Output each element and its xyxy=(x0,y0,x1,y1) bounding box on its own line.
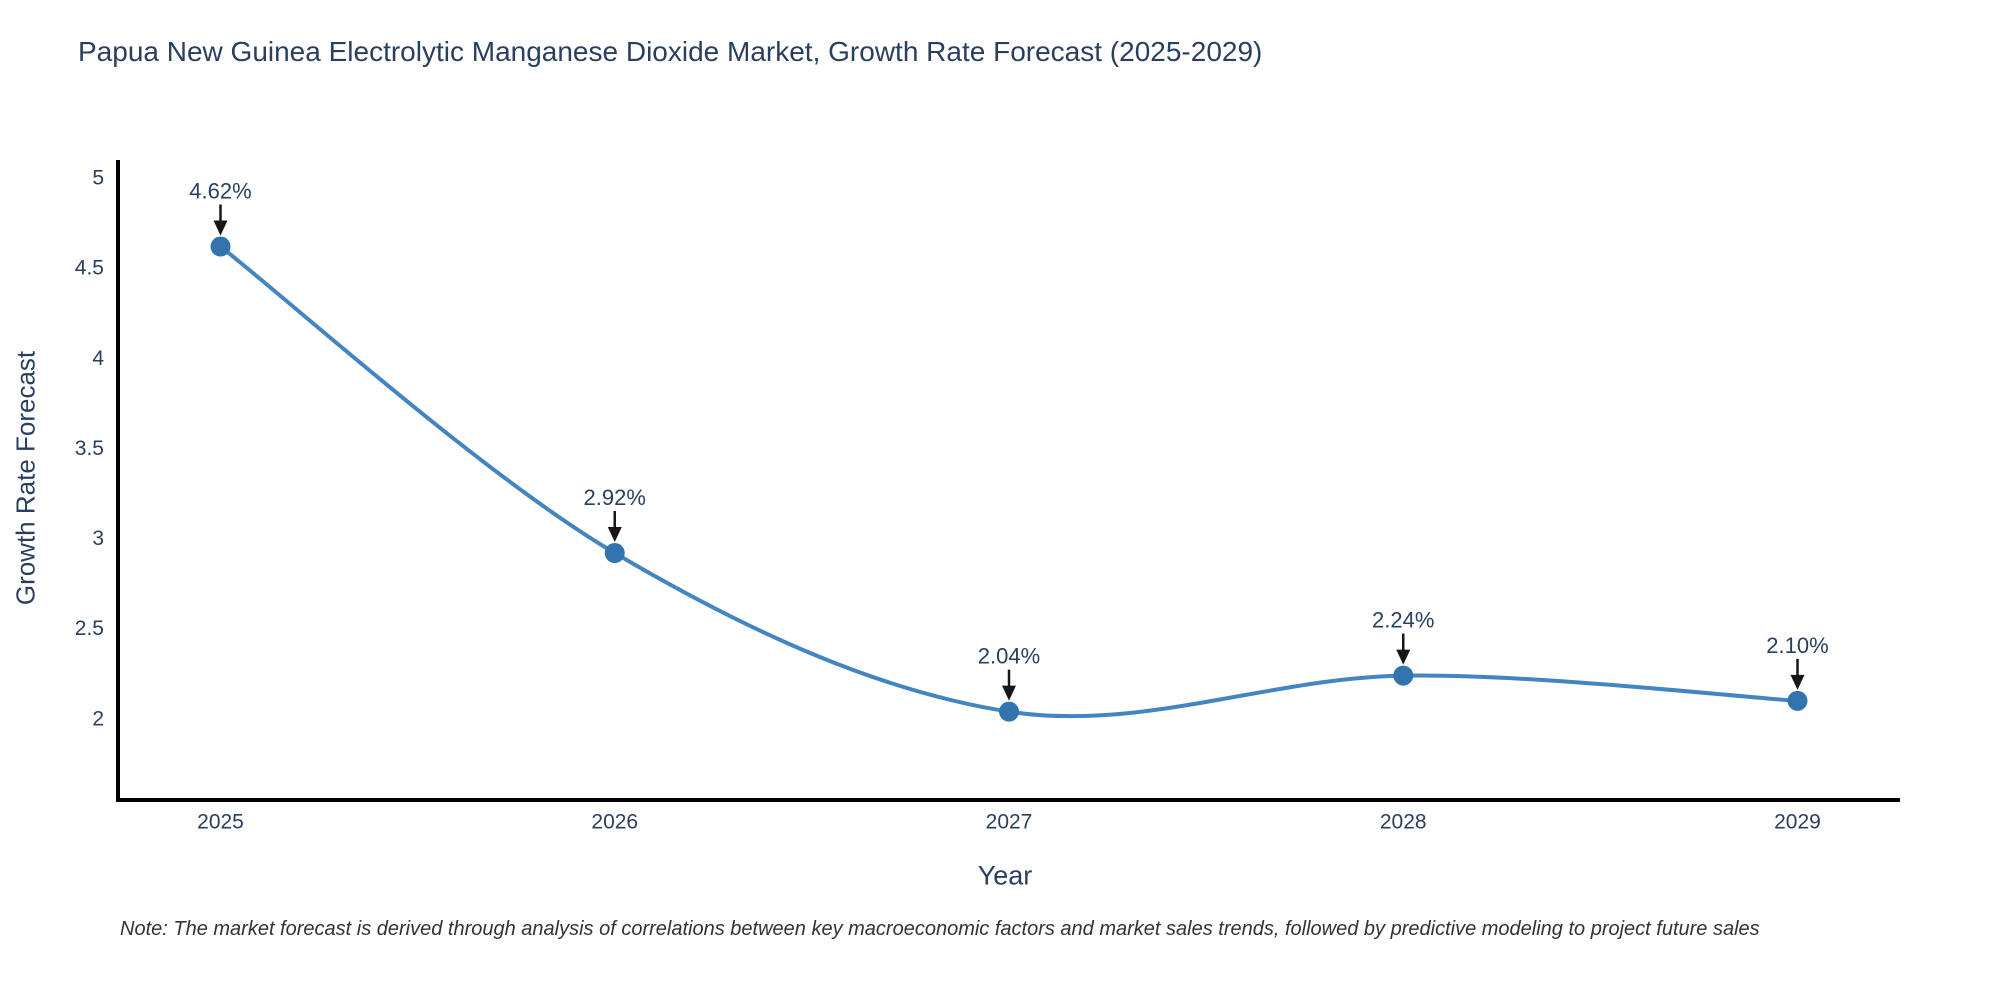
point-label: 2.10% xyxy=(1766,633,1828,658)
x-tick-labels: 2025 2026 2027 2028 2029 xyxy=(197,810,1821,833)
y-tick-label: 4.5 xyxy=(75,257,104,280)
x-tick-label: 2029 xyxy=(1774,810,1821,833)
annotation-arrowhead-icon xyxy=(1790,674,1805,690)
chart-title: Papua New Guinea Electrolytic Manganese … xyxy=(78,36,1263,67)
y-tick-label: 5 xyxy=(92,167,104,190)
point-label: 2.24% xyxy=(1372,608,1434,633)
y-tick-label: 4 xyxy=(92,347,104,370)
y-tick-label: 3 xyxy=(92,527,104,550)
annotation-arrowhead-icon xyxy=(1002,685,1016,701)
y-tick-label: 2.5 xyxy=(75,617,104,640)
footnote: Note: The market forecast is derived thr… xyxy=(120,918,1760,940)
data-point[interactable] xyxy=(999,701,1019,722)
data-point[interactable] xyxy=(1393,665,1414,686)
point-label: 2.92% xyxy=(584,485,646,510)
axis-lines xyxy=(116,160,1900,802)
data-point[interactable] xyxy=(604,543,625,564)
x-tick-label: 2028 xyxy=(1380,810,1427,833)
annotation-arrowhead-icon xyxy=(1396,649,1411,665)
point-label: 2.04% xyxy=(978,644,1040,669)
y-tick-labels: 2 2.5 3 3.5 4 4.5 5 xyxy=(75,167,105,731)
data-point[interactable] xyxy=(210,236,231,257)
y-tick-label: 2 xyxy=(92,707,104,730)
annotation-arrowhead-icon xyxy=(213,220,228,236)
x-tick-label: 2026 xyxy=(591,810,638,833)
data-point[interactable] xyxy=(1787,690,1808,711)
x-tick-label: 2027 xyxy=(986,810,1033,833)
data-points xyxy=(210,236,1808,722)
y-tick-label: 3.5 xyxy=(75,437,104,460)
annotations: 4.62% 2.92% 2.04% 2.24% 2.10% xyxy=(189,179,1829,701)
x-axis-title: Year xyxy=(977,860,1033,891)
x-tick-label: 2025 xyxy=(197,810,244,833)
annotation-arrowhead-icon xyxy=(607,527,622,543)
point-label: 4.62% xyxy=(189,179,251,204)
